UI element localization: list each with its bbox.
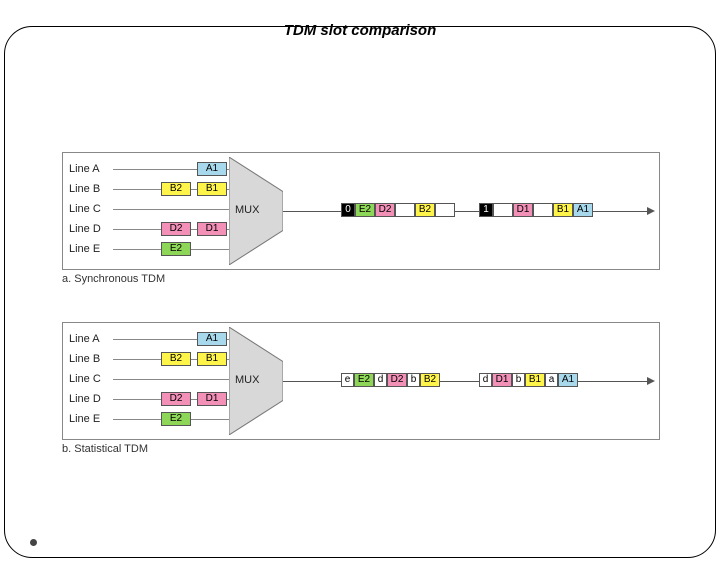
line-label: Line D	[69, 223, 113, 235]
output-wire	[283, 381, 649, 382]
output-slot: A1	[573, 203, 593, 217]
arrow-head-icon	[647, 207, 655, 215]
mux-label: MUX	[235, 374, 259, 386]
line-label: Line C	[69, 373, 113, 385]
output-slot: D2	[375, 203, 395, 217]
output-slot: E2	[355, 203, 375, 217]
input-slot: D1	[197, 392, 227, 406]
arrow-head-icon	[647, 377, 655, 385]
input-slot: A1	[197, 162, 227, 176]
input-slot: B1	[197, 352, 227, 366]
line-label: Line C	[69, 203, 113, 215]
panel-caption: a. Synchronous TDM	[62, 273, 165, 285]
output-slot: B2	[420, 373, 440, 387]
input-slot: B1	[197, 182, 227, 196]
line-label: Line E	[69, 243, 113, 255]
output-slot: e	[341, 373, 354, 387]
input-slot: E2	[161, 242, 191, 256]
line-label: Line E	[69, 413, 113, 425]
input-slot: D2	[161, 222, 191, 236]
line-row: Line AA1	[69, 329, 113, 349]
output-slot	[435, 203, 455, 217]
line-label: Line A	[69, 163, 113, 175]
output-slot: B1	[553, 203, 573, 217]
line-row: Line DD2D1	[69, 219, 113, 239]
line-row: Line EE2	[69, 409, 113, 429]
output-slot: D1	[513, 203, 533, 217]
input-slot: A1	[197, 332, 227, 346]
output-slot: D1	[492, 373, 512, 387]
line-label: Line B	[69, 353, 113, 365]
line-row: Line C	[69, 199, 113, 219]
line-row: Line AA1	[69, 159, 113, 179]
line-row: Line EE2	[69, 239, 113, 259]
output-slot: b	[512, 373, 525, 387]
output-slot: 1	[479, 203, 493, 217]
line-label: Line A	[69, 333, 113, 345]
input-slot: D1	[197, 222, 227, 236]
output-slot: b	[407, 373, 420, 387]
line-wire	[113, 209, 235, 210]
line-label: Line B	[69, 183, 113, 195]
page-indicator	[30, 539, 37, 546]
line-wire	[113, 379, 235, 380]
output-slot: A1	[558, 373, 578, 387]
output-slot: d	[374, 373, 387, 387]
output-slot: B2	[415, 203, 435, 217]
slide-frame	[4, 26, 716, 558]
output-slot	[533, 203, 553, 217]
output-wire	[283, 211, 649, 212]
diagram-panel: Line AA1Line BB2B1Line CLine DD2D1Line E…	[62, 152, 660, 270]
line-row: Line BB2B1	[69, 179, 113, 199]
input-slot: E2	[161, 412, 191, 426]
input-lines: Line AA1Line BB2B1Line CLine DD2D1Line E…	[69, 329, 113, 429]
line-label: Line D	[69, 393, 113, 405]
mux-label: MUX	[235, 204, 259, 216]
line-row: Line C	[69, 369, 113, 389]
diagram-panel: Line AA1Line BB2B1Line CLine DD2D1Line E…	[62, 322, 660, 440]
output-slot: B1	[525, 373, 545, 387]
input-slot: D2	[161, 392, 191, 406]
input-slot: B2	[161, 352, 191, 366]
input-lines: Line AA1Line BB2B1Line CLine DD2D1Line E…	[69, 159, 113, 259]
output-slot	[395, 203, 415, 217]
output-slot: D2	[387, 373, 407, 387]
output-slot: 0	[341, 203, 355, 217]
input-slot: B2	[161, 182, 191, 196]
panel-caption: b. Statistical TDM	[62, 443, 148, 455]
output-slot	[493, 203, 513, 217]
output-slot: E2	[354, 373, 374, 387]
output-slot: a	[545, 373, 558, 387]
output-slot: d	[479, 373, 492, 387]
line-row: Line BB2B1	[69, 349, 113, 369]
line-row: Line DD2D1	[69, 389, 113, 409]
